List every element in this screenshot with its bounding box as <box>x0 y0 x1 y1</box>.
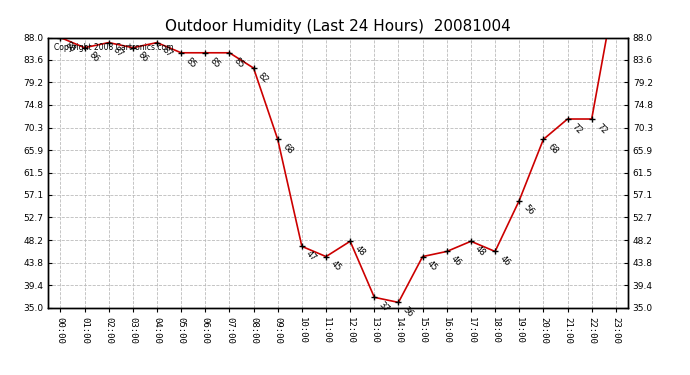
Text: 46: 46 <box>498 254 512 268</box>
Text: 37: 37 <box>377 300 391 314</box>
Text: 98: 98 <box>0 374 1 375</box>
Text: 72: 72 <box>595 122 609 136</box>
Text: 45: 45 <box>329 260 343 273</box>
Text: 45: 45 <box>426 260 440 273</box>
Text: 48: 48 <box>353 244 367 258</box>
Text: 46: 46 <box>450 254 464 268</box>
Text: 47: 47 <box>305 249 319 263</box>
Text: 85: 85 <box>233 56 246 69</box>
Text: 82: 82 <box>257 71 270 85</box>
Text: 87: 87 <box>160 45 174 59</box>
Text: 88: 88 <box>63 40 77 54</box>
Text: 87: 87 <box>112 45 126 59</box>
Text: 72: 72 <box>571 122 584 136</box>
Title: Outdoor Humidity (Last 24 Hours)  20081004: Outdoor Humidity (Last 24 Hours) 2008100… <box>165 18 511 33</box>
Text: 85: 85 <box>208 56 222 69</box>
Text: 86: 86 <box>88 51 101 64</box>
Text: 68: 68 <box>281 142 295 156</box>
Text: 36: 36 <box>402 305 415 319</box>
Text: 86: 86 <box>136 51 150 64</box>
Text: 85: 85 <box>184 56 198 69</box>
Text: 56: 56 <box>522 203 536 217</box>
Text: Copyright 2008 Cartronics.com: Copyright 2008 Cartronics.com <box>54 43 174 52</box>
Text: 68: 68 <box>546 142 560 156</box>
Text: 48: 48 <box>474 244 488 258</box>
